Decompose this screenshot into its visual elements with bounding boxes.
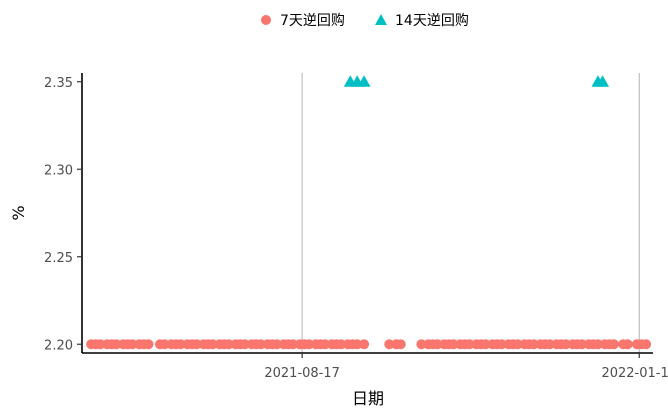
point-7day: [544, 339, 555, 350]
y-axis-title: %: [9, 205, 28, 220]
y-tick-label: 2.30: [44, 163, 73, 178]
point-7day: [512, 339, 523, 350]
legend-label-14day: 14天逆回购: [395, 13, 469, 29]
point-7day: [622, 339, 633, 350]
point-7day: [395, 339, 406, 350]
point-7day: [255, 339, 266, 350]
point-7day: [432, 339, 443, 350]
point-7day: [480, 339, 491, 350]
point-7day: [223, 339, 234, 350]
point-7day: [464, 339, 475, 350]
point-7day: [359, 339, 370, 350]
point-7day: [416, 339, 427, 350]
point-7day: [127, 339, 138, 350]
point-7day: [528, 339, 539, 350]
point-7day: [191, 339, 202, 350]
legend-marker-14day: [375, 14, 387, 25]
legend-label-7day: 7天逆回购: [280, 13, 345, 29]
point-7day: [560, 339, 571, 350]
point-7day: [239, 339, 250, 350]
point-7day: [576, 339, 587, 350]
point-7day: [207, 339, 218, 350]
legend-marker-7day: [261, 15, 271, 25]
grid-lines: [301, 73, 640, 353]
point-7day: [448, 339, 459, 350]
point-7day: [95, 339, 106, 350]
point-7day: [320, 339, 331, 350]
point-7day: [271, 339, 282, 350]
point-7day: [384, 339, 395, 350]
legend: 7天逆回购 14天逆回购: [261, 13, 469, 29]
point-7day: [496, 339, 507, 350]
point-7day: [592, 339, 603, 350]
data-points: [86, 75, 652, 350]
point-7day: [159, 339, 170, 350]
point-7day: [641, 339, 652, 350]
y-tick-label: 2.35: [44, 76, 73, 91]
x-axis-title: 日期: [352, 389, 384, 408]
point-7day: [143, 339, 154, 350]
series-14day: [343, 75, 610, 87]
point-7day: [609, 339, 620, 350]
y-tick-label: 2.20: [44, 338, 73, 353]
point-7day: [336, 339, 347, 350]
point-7day: [352, 339, 363, 350]
series-7day: [86, 339, 652, 350]
point-7day: [175, 339, 186, 350]
point-7day: [304, 339, 315, 350]
point-7day: [111, 339, 122, 350]
point-14day: [357, 75, 371, 87]
x-axis-ticks: 2021-08-17 2022-01-11: [264, 353, 668, 381]
x-tick-label: 2022-01-11: [601, 366, 668, 381]
point-7day: [287, 339, 298, 350]
y-axis-ticks: 2.20 2.25 2.30 2.35: [44, 76, 82, 353]
y-tick-label: 2.25: [44, 251, 73, 266]
x-tick-label: 2021-08-17: [264, 366, 340, 381]
point-14day: [596, 75, 610, 87]
